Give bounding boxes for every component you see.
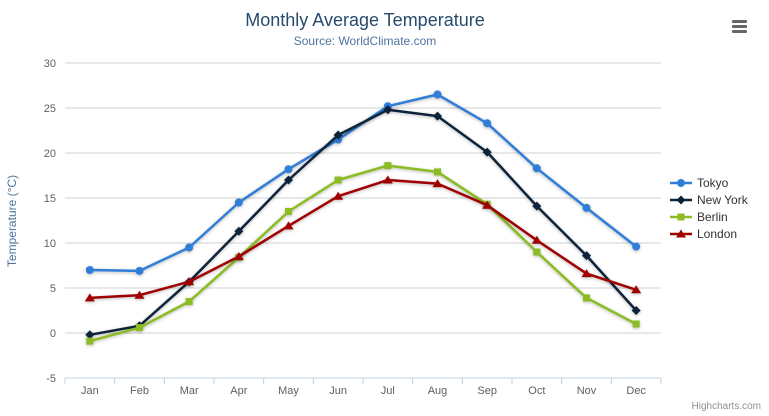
x-axis-tick-label: Jan xyxy=(81,385,99,397)
x-axis-tick-label: Feb xyxy=(130,385,149,397)
y-axis-tick-label: 20 xyxy=(44,148,56,160)
data-point-tokyo[interactable] xyxy=(135,266,144,275)
data-point-new-york[interactable] xyxy=(85,330,95,340)
data-point-tokyo[interactable] xyxy=(532,164,541,173)
y-axis-tick-label: 0 xyxy=(50,328,56,340)
square-marker-icon[interactable] xyxy=(677,213,685,220)
export-menu-button[interactable] xyxy=(732,20,747,33)
data-point-new-york[interactable] xyxy=(333,130,343,140)
x-axis-tick-label: Oct xyxy=(528,385,545,397)
y-axis-tick-label: 10 xyxy=(44,238,56,250)
data-point-berlin[interactable] xyxy=(86,337,94,345)
y-axis-tick-label: 5 xyxy=(50,283,56,295)
chart-subtitle: Source: WorldClimate.com xyxy=(293,34,437,48)
data-point-berlin[interactable] xyxy=(334,176,342,184)
legend: Tokyo New York Berlin London xyxy=(670,174,748,242)
y-axis-tick-label: -5 xyxy=(46,373,56,385)
data-point-berlin[interactable] xyxy=(632,320,640,328)
data-point-london[interactable] xyxy=(84,293,95,302)
data-point-london[interactable] xyxy=(581,269,592,278)
data-point-london[interactable] xyxy=(134,290,145,299)
series-line-berlin[interactable] xyxy=(88,164,638,343)
hamburger-icon xyxy=(732,20,747,23)
data-point-tokyo[interactable] xyxy=(85,266,94,274)
x-axis-tick-label: Jul xyxy=(381,385,395,397)
data-point-tokyo[interactable] xyxy=(185,243,194,252)
data-point-new-york[interactable] xyxy=(234,226,244,236)
data-point-tokyo[interactable] xyxy=(582,203,591,212)
x-axis-tick-label: Apr xyxy=(230,385,247,397)
legend-item-new-york[interactable]: New York xyxy=(670,191,748,208)
data-point-new-york[interactable] xyxy=(284,175,293,185)
series-new-york xyxy=(85,105,641,340)
hamburger-icon xyxy=(732,30,747,33)
legend-label: London xyxy=(697,226,738,241)
data-point-london[interactable] xyxy=(382,175,393,184)
data-point-berlin[interactable] xyxy=(136,324,143,332)
chart-title: Monthly Average Temperature xyxy=(245,10,485,30)
square-marker-icon xyxy=(670,213,692,220)
x-axis-tick-label: Nov xyxy=(577,385,597,397)
legend-item-tokyo[interactable]: Tokyo xyxy=(670,174,748,191)
data-point-tokyo[interactable] xyxy=(284,165,293,174)
data-point-berlin[interactable] xyxy=(285,208,292,215)
y-axis-tick-label: 15 xyxy=(44,193,56,205)
data-point-tokyo[interactable] xyxy=(483,119,492,128)
data-point-berlin[interactable] xyxy=(434,168,441,176)
x-axis-tick-label: May xyxy=(278,385,299,397)
data-point-london[interactable] xyxy=(432,179,443,188)
data-point-tokyo[interactable] xyxy=(632,242,641,251)
hamburger-icon xyxy=(732,25,747,28)
data-point-new-york[interactable] xyxy=(631,306,641,315)
circle-marker-icon[interactable] xyxy=(677,178,685,187)
diamond-marker-icon xyxy=(670,195,692,204)
data-point-new-york[interactable] xyxy=(433,111,442,121)
data-point-new-york[interactable] xyxy=(532,201,542,211)
triangle-marker-icon[interactable] xyxy=(676,229,686,237)
data-point-tokyo[interactable] xyxy=(234,198,243,207)
data-point-berlin[interactable] xyxy=(185,298,193,305)
x-axis-tick-label: Sep xyxy=(477,385,497,397)
series-line-london[interactable] xyxy=(88,178,638,300)
x-axis-tick-label: Jun xyxy=(329,385,347,397)
triangle-marker-icon xyxy=(670,229,692,237)
circle-marker-icon xyxy=(670,178,692,187)
diamond-marker-icon[interactable] xyxy=(676,195,686,204)
data-point-london[interactable] xyxy=(333,191,344,200)
data-point-berlin[interactable] xyxy=(583,294,590,302)
data-point-london[interactable] xyxy=(531,235,542,244)
series-line-tokyo[interactable] xyxy=(88,93,638,273)
data-point-london[interactable] xyxy=(482,200,493,209)
x-axis-tick-label: Aug xyxy=(428,385,448,397)
data-point-berlin[interactable] xyxy=(384,162,392,170)
data-point-tokyo[interactable] xyxy=(433,90,442,99)
data-point-london[interactable] xyxy=(283,221,294,230)
legend-item-london[interactable]: London xyxy=(670,225,748,242)
credits-link[interactable]: Highcharts.com xyxy=(691,401,761,412)
series-london xyxy=(84,175,642,302)
y-axis-tick-label: 25 xyxy=(44,103,56,115)
data-point-berlin[interactable] xyxy=(533,248,541,256)
y-axis-tick-label: 30 xyxy=(44,58,56,70)
legend-label: Tokyo xyxy=(697,175,729,190)
data-point-new-york[interactable] xyxy=(482,147,492,157)
series-line-new-york[interactable] xyxy=(88,108,638,337)
x-axis-tick-label: Mar xyxy=(180,385,199,397)
data-point-london[interactable] xyxy=(631,285,642,294)
legend-item-berlin[interactable]: Berlin xyxy=(670,208,748,225)
x-axis-tick-label: Dec xyxy=(626,385,646,397)
data-point-new-york[interactable] xyxy=(383,105,393,115)
data-point-new-york[interactable] xyxy=(582,251,591,261)
data-point-london[interactable] xyxy=(184,277,195,286)
series-tokyo xyxy=(85,90,641,275)
legend-label: New York xyxy=(697,192,748,207)
data-point-london[interactable] xyxy=(233,252,244,260)
legend-label: Berlin xyxy=(697,209,728,224)
